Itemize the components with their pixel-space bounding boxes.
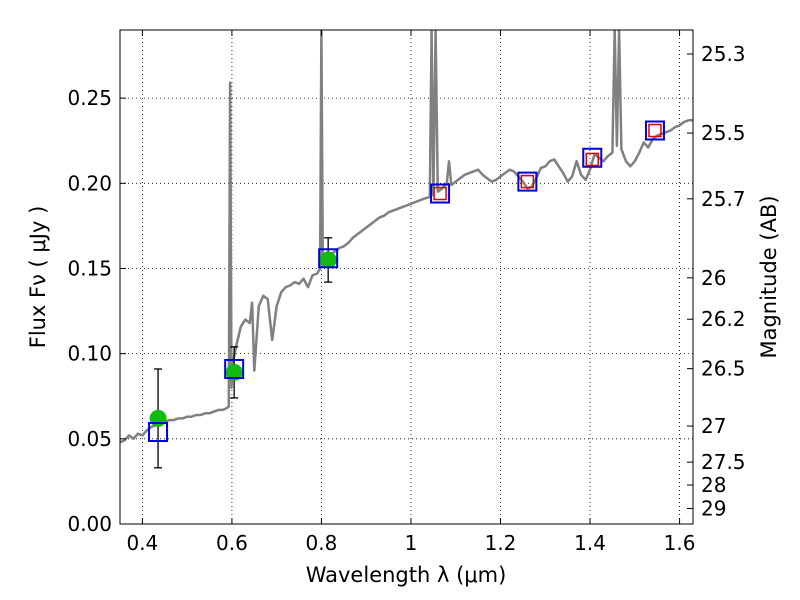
- narrowband-square: [520, 174, 535, 189]
- broadband-square: [224, 358, 245, 379]
- y2-tick-label: 26.2: [701, 307, 746, 331]
- broadband-square: [430, 183, 451, 204]
- photometry-point: [319, 251, 337, 269]
- axis-ticks: 0.4 0.6 0.8 1 1.2 1.4 1.6 0.00 0.05 0.10 0.15 0.20 0…: [67, 30, 746, 555]
- y2-tick-label: 27.5: [701, 450, 746, 474]
- y2-tick-label: 25.3: [701, 42, 746, 66]
- y-tick-label: 0.10: [67, 342, 112, 366]
- y2-axis-title: Magnitude (AB): [757, 195, 781, 358]
- x-tick-label: 0.8: [306, 531, 338, 555]
- broadband-square: [517, 171, 538, 192]
- x-tick-label: 0.4: [126, 531, 158, 555]
- y2-tick-label: 25.7: [701, 187, 746, 211]
- y-tick-label: 0.05: [67, 427, 112, 451]
- broadband-square: [318, 248, 339, 269]
- y-tick-label: 0.20: [67, 171, 112, 195]
- y2-tick-label: 26.5: [701, 357, 746, 381]
- y2-tick-label: 27: [701, 414, 726, 438]
- y2-tick-label: 25.5: [701, 121, 746, 145]
- plot-area: [120, 30, 693, 469]
- x-tick-label: 1.6: [664, 531, 696, 555]
- broadband-square: [582, 147, 603, 168]
- broadband-square: [644, 120, 665, 141]
- x-tick-label: 1: [405, 531, 418, 555]
- x-axis-title: Wavelength λ (μm): [306, 563, 507, 587]
- narrowband-square: [433, 186, 447, 201]
- broadband-square: [148, 422, 169, 443]
- x-tick-label: 1.2: [485, 531, 517, 555]
- y-axis-title: Flux Fν ( μJy ): [26, 206, 50, 349]
- x-tick-label: 0.6: [216, 531, 248, 555]
- y2-tick-label: 28: [701, 473, 726, 497]
- narrowband-square: [648, 123, 662, 138]
- y2-tick-label: 29: [701, 496, 726, 520]
- plot-frame: [119, 29, 694, 525]
- y-tick-label: 0.25: [67, 86, 112, 110]
- x-tick-label: 1.4: [574, 531, 606, 555]
- y2-tick-label: 26: [701, 266, 726, 290]
- y-tick-label: 0.00: [67, 512, 112, 536]
- y-tick-label: 0.15: [67, 256, 112, 280]
- narrowband-square: [585, 152, 600, 167]
- plot-background: [120, 30, 693, 524]
